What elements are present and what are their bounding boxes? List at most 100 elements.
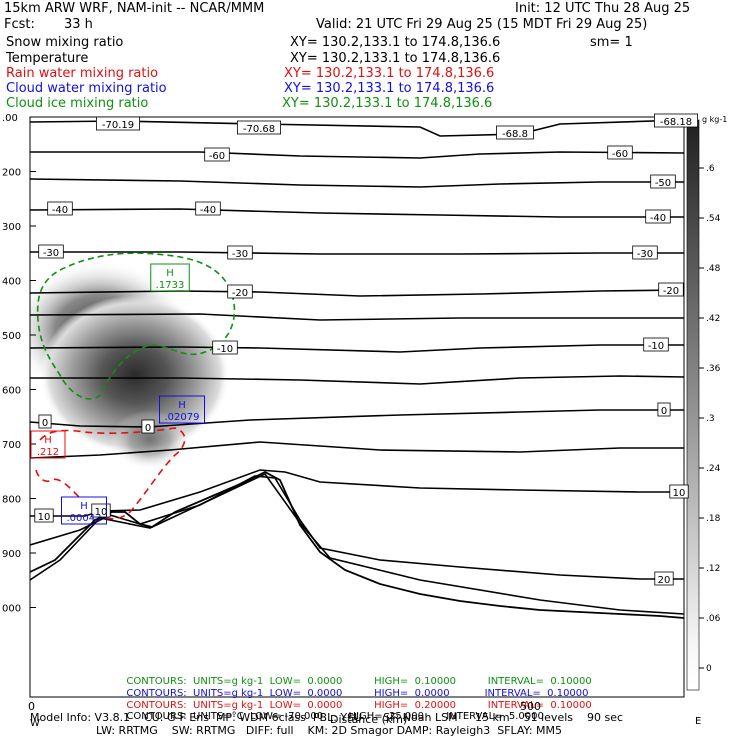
field-snow-xy: XY= 130.2,133.1 to 174.8,136.6	[290, 35, 501, 50]
valid-time: Valid: 21 UTC Fri 29 Aug 25 (15 MDT Fri …	[316, 17, 648, 32]
maximum-box	[30, 430, 66, 459]
temperature-label: -30	[43, 248, 59, 259]
legend-water-units: UNITS=g kg-1	[193, 688, 264, 699]
legend-rain-interval: INTERVAL= 0.10000	[487, 700, 592, 711]
contour-legend-cloudwater: CONTOURS: UNITS=g kg-1 LOW= 0.0000 HIGH=…	[120, 677, 588, 699]
maximum-label: H	[44, 435, 52, 446]
temperature-label: -50	[655, 178, 671, 189]
temperature-label-box	[38, 414, 52, 429]
colorbar-tick-label: .12	[706, 564, 720, 574]
y-tick-label: 400	[2, 277, 21, 288]
legend-ice-low: LOW= 0.0000	[269, 676, 343, 687]
temperature-label: 20	[658, 575, 671, 586]
temperature-label-box	[38, 244, 64, 259]
temperature-label: -10	[648, 341, 664, 352]
isotherm	[30, 344, 684, 353]
field-cloudwater-xy: XY= 130.2,133.1 to 174.8,136.6	[284, 81, 495, 96]
temperature-label: 10	[38, 512, 51, 523]
x-axis-title: Distance (km)	[330, 713, 408, 726]
colorbar-tick-label: .06	[706, 614, 721, 624]
temperature-label-box	[650, 174, 676, 189]
colorbar-tick-label: .42	[706, 314, 720, 324]
field-temp-xy: XY= 130.2,133.1 to 174.8,136.6	[290, 51, 501, 66]
rain-water-contour	[39, 427, 186, 520]
field-rain-name: Rain water mixing ratio	[6, 66, 159, 81]
temperature-label-box	[657, 402, 671, 417]
legend-temp-units: UNITS=°C	[193, 711, 244, 722]
colorbar-tick-label: 0	[706, 664, 712, 674]
legend-rain-label: CONTOURS:	[126, 700, 187, 711]
y-tick-label: 000	[2, 604, 21, 615]
field-cloudice-xy: XY= 130.2,133.1 to 174.8,136.6	[282, 96, 493, 111]
temperature-label-box	[34, 508, 54, 523]
isotherm	[30, 472, 684, 615]
temperature-label: -10	[217, 344, 233, 355]
temperature-label: 0	[145, 423, 151, 434]
snow-shade-core	[40, 295, 230, 455]
legend-temp-label: CONTOURS:	[126, 711, 187, 722]
temperature-label: 0	[42, 418, 48, 429]
y-tick-label: 600	[2, 386, 21, 397]
temperature-label-box	[669, 484, 689, 499]
field-temp-name: Temperature	[6, 51, 89, 66]
x-axis-west: W	[30, 718, 40, 729]
legend-ice-units: UNITS=g kg-1	[193, 676, 264, 687]
temperature-label-box	[236, 120, 281, 135]
temperature-label: 0	[661, 406, 667, 417]
maximum-label: H	[166, 268, 174, 279]
isotherm	[30, 251, 684, 255]
temperature-label: -68.18	[660, 117, 692, 128]
temperature-label-box	[658, 282, 684, 297]
legend-ice-label: CONTOURS:	[126, 676, 187, 687]
y-axis-ticks: .00 200 300 400 500 600 700 800 900 000	[2, 113, 36, 615]
y-tick-label: 300	[2, 222, 21, 233]
model-info: Model Info: V3.8.1 CU: G-F Ens MP: WDM 6…	[30, 711, 624, 724]
maximum-label: H	[178, 400, 186, 411]
x-axis-east: E	[695, 716, 702, 727]
temperature-label-box	[645, 209, 671, 224]
contour-legend-ice: CONTOURS: UNITS=g kg-1 LOW= 0.0000 HIGH=…	[120, 665, 591, 687]
temperature-label-box	[91, 503, 111, 518]
maximum-box	[150, 263, 190, 292]
maximum-box	[61, 496, 107, 525]
temperature-label: -40	[52, 205, 68, 216]
legend-water-low: LOW= 0.0000	[269, 688, 343, 699]
temperature-label: -40	[650, 213, 666, 224]
maximum-value: .00043	[67, 513, 102, 524]
temperature-label: 10	[95, 507, 108, 518]
colorbar-tick-label: .48	[706, 264, 721, 274]
maximum-label: H	[80, 501, 88, 512]
temperature-label-box	[47, 201, 73, 216]
isotherm	[30, 375, 684, 385]
temperature-label: -30	[232, 249, 248, 260]
legend-water-high: HIGH= 0.0000	[374, 688, 450, 699]
temperature-label-box	[643, 337, 669, 352]
isotherm	[30, 409, 684, 428]
temperature-label: -20	[663, 286, 679, 297]
cloud-ice-contour	[36, 252, 236, 400]
legend-ice-high: HIGH= 0.10000	[374, 676, 456, 687]
legend-temp-low: LOW= -70.000	[249, 711, 324, 722]
init-time: Init: 12 UTC Thu 28 Aug 25	[515, 1, 691, 16]
field-rain-xy: XY= 130.2,133.1 to 174.8,136.6	[284, 66, 495, 81]
plot-frame	[29, 116, 685, 698]
y-tick-label: .00	[2, 113, 18, 124]
isotherm	[30, 151, 684, 159]
temperature-label: -70.68	[243, 124, 275, 135]
temperature-label-box	[632, 245, 658, 260]
temperature-label-box	[654, 571, 674, 586]
model-physics: LW: RRTMG SW: RRTMG DIFF: full KM: 2D Sm…	[96, 724, 562, 737]
temperature-label-box	[141, 419, 155, 434]
colorbar-ticks: .6 .54 .48 .42 .36 .3 .24 .18 .12 .06 0	[699, 164, 721, 674]
legend-rain-units: UNITS=g kg-1	[193, 700, 264, 711]
temperature-label-box	[654, 113, 699, 128]
x-axis-start: 0	[28, 700, 35, 713]
contour-legend-rain: CONTOURS: UNITS=g kg-1 LOW= 0.0000 HIGH=…	[120, 689, 592, 711]
temperature-label-box	[212, 340, 238, 355]
temperature-label: 10	[673, 488, 686, 499]
maximum-value: .02079	[165, 412, 200, 423]
temperature-label-box	[204, 147, 230, 162]
legend-rain-high: HIGH= 0.20000	[374, 700, 456, 711]
